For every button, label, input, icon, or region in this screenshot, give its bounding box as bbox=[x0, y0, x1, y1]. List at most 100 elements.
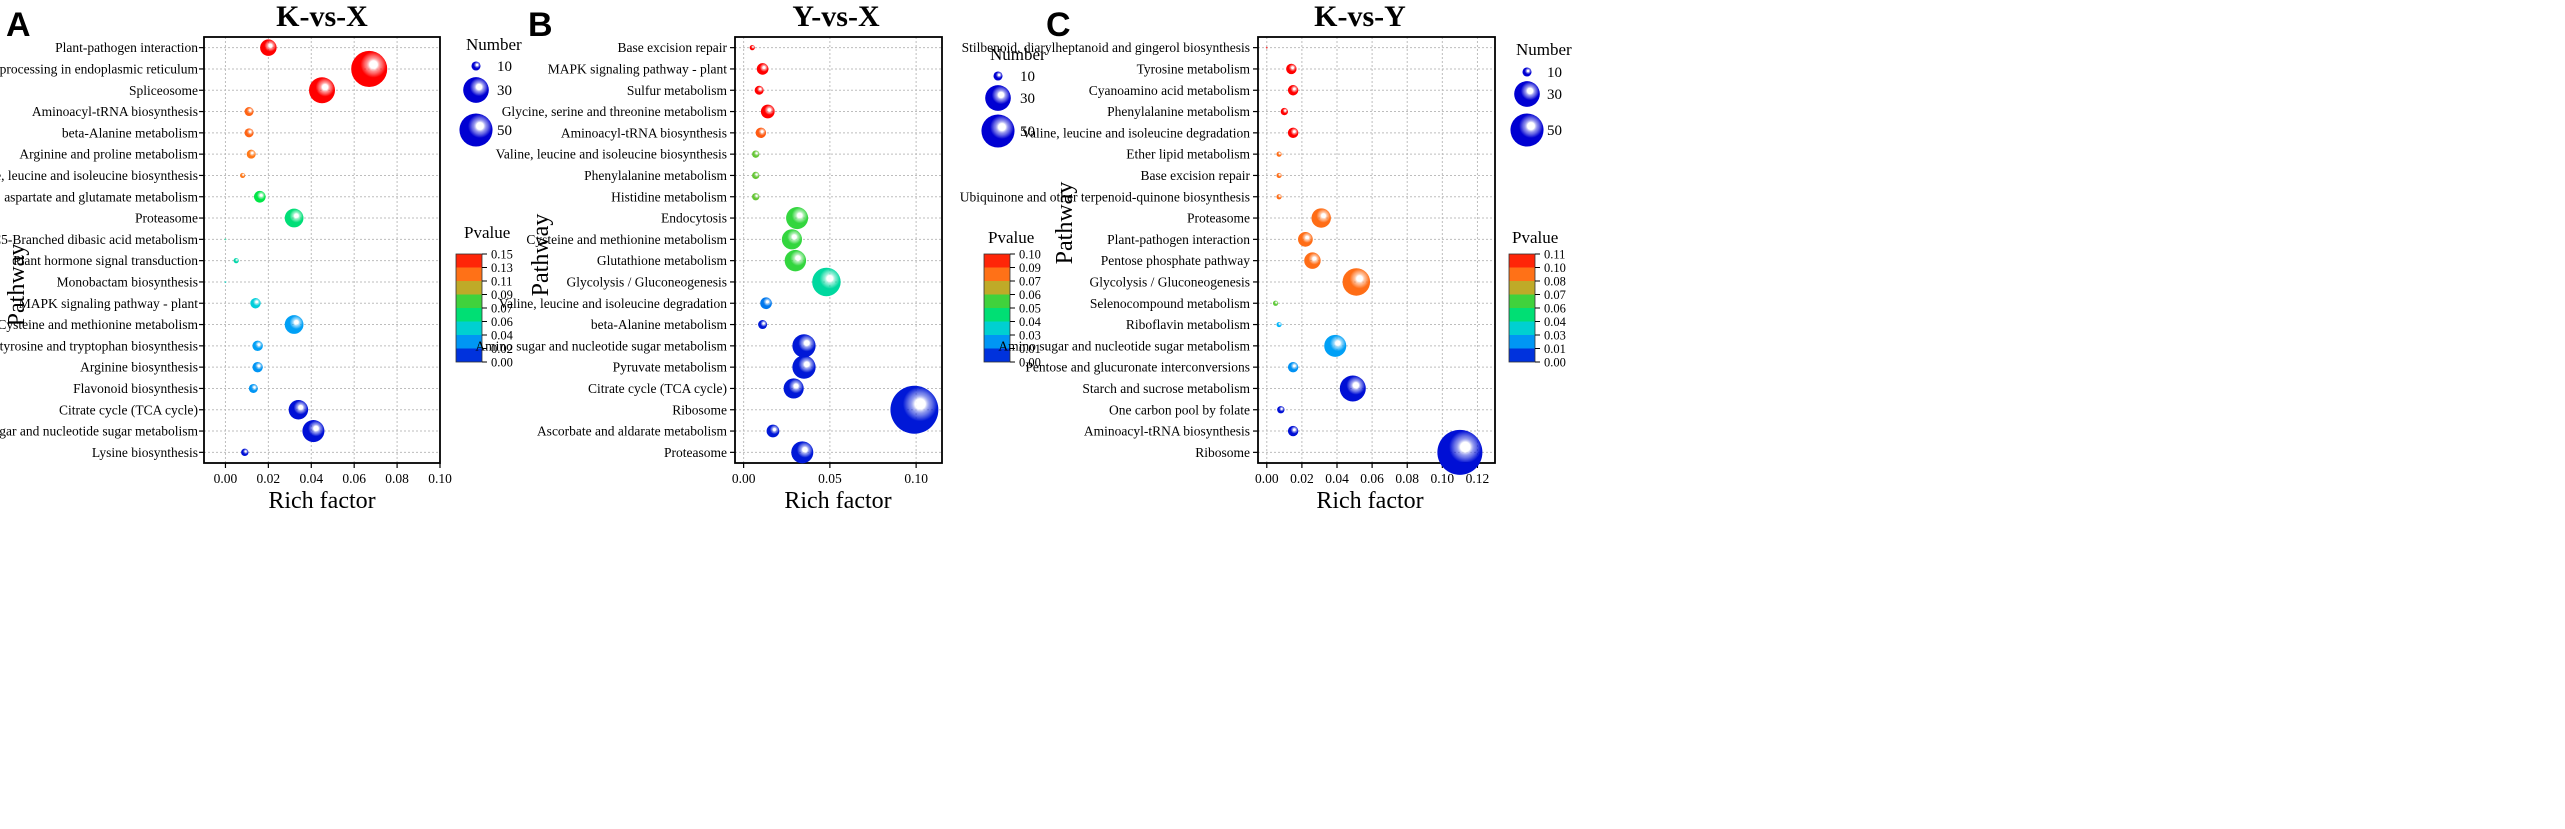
data-bubble bbox=[1287, 127, 1299, 139]
panel-label: B bbox=[528, 6, 553, 44]
colorbar-tick-label: 0.06 bbox=[1019, 288, 1041, 302]
pathway-label: Valine, leucine and isoleucine degradati… bbox=[499, 296, 728, 311]
x-tick-label: 0.12 bbox=[1466, 471, 1490, 486]
pathway-label: Aminoacyl-tRNA biosynthesis bbox=[561, 125, 727, 140]
data-bubble bbox=[784, 249, 807, 272]
colorbar-segment bbox=[1509, 281, 1535, 295]
data-bubble bbox=[260, 39, 277, 56]
pathway-label: Cysteine and methionine metabolism bbox=[526, 232, 727, 247]
y-axis-label: Pathway bbox=[528, 214, 554, 297]
y-axis-label: Pathway bbox=[1052, 182, 1078, 265]
colorbar-segment bbox=[984, 267, 1010, 281]
colorbar-tick-label: 0.00 bbox=[1019, 356, 1041, 370]
panel-label: C bbox=[1046, 6, 1071, 44]
data-bubble bbox=[250, 298, 261, 309]
pathway-label: Amino sugar and nucleotide sugar metabol… bbox=[998, 338, 1250, 353]
data-bubble bbox=[760, 104, 775, 119]
colorbar-tick-label: 0.04 bbox=[491, 329, 514, 343]
x-tick-label: 0.05 bbox=[818, 471, 842, 486]
pathway-label: Glutathione metabolism bbox=[597, 253, 728, 268]
colorbar-tick-label: 0.11 bbox=[491, 275, 512, 289]
x-tick-label: 0.10 bbox=[428, 471, 452, 486]
colorbar-tick-label: 0.07 bbox=[1019, 275, 1041, 289]
plot-frame bbox=[203, 36, 441, 464]
data-bubble bbox=[284, 208, 304, 228]
data-bubble bbox=[252, 340, 263, 352]
pathway-label: Selenocompound metabolism bbox=[1090, 296, 1251, 311]
pathway-label: Ascorbate and aldarate metabolism bbox=[537, 424, 728, 439]
colorbar-tick-label: 0.07 bbox=[491, 302, 513, 316]
colorbar-segment bbox=[456, 335, 482, 349]
pathway-label: Phenylalanine metabolism bbox=[584, 168, 727, 183]
pathway-label: Monobactam biosynthesis bbox=[57, 274, 198, 289]
size-legend-title: Number bbox=[1516, 40, 1572, 59]
colorbar-segment bbox=[984, 254, 1010, 268]
data-bubble bbox=[1287, 85, 1299, 96]
plot-area: 0.00 0.02 0.04 0.06 0.08 0.10 0.12Stilbenoid, … bbox=[960, 36, 1567, 486]
data-bubble bbox=[244, 128, 254, 138]
pathway-label: Starch and sucrose metabolism bbox=[1082, 381, 1250, 396]
colorbar-tick-label: 0.07 bbox=[1544, 288, 1566, 302]
size-legend-bubble bbox=[1514, 81, 1540, 107]
pathway-label: Amino sugar and nucleotide sugar metabol… bbox=[0, 424, 198, 439]
colorbar-segment bbox=[984, 321, 1010, 335]
pathway-label: Protein processing in endoplasmic reticu… bbox=[0, 61, 198, 76]
size-legend-bubble bbox=[459, 113, 493, 147]
size-legend-bubble bbox=[981, 114, 1015, 148]
data-bubble bbox=[792, 355, 816, 379]
data-bubble bbox=[252, 361, 263, 373]
colorbar-tick-label: 0.01 bbox=[1544, 342, 1566, 356]
data-bubble bbox=[1311, 208, 1331, 228]
colorbar-tick-label: 0.11 bbox=[1544, 248, 1565, 262]
pathway-label: Citrate cycle (TCA cycle) bbox=[588, 381, 727, 396]
size-legend-title: Number bbox=[990, 45, 1046, 64]
x-tick-label: 0.00 bbox=[1255, 471, 1279, 486]
x-axis-label: Rich factor bbox=[1316, 488, 1423, 514]
colorbar-segment bbox=[456, 294, 482, 308]
x-tick-label: 0.02 bbox=[1290, 471, 1314, 486]
data-bubble bbox=[1280, 107, 1289, 116]
colorbar-segment bbox=[1509, 294, 1535, 308]
data-bubble bbox=[224, 281, 227, 283]
colorbar-tick-label: 0.03 bbox=[1019, 329, 1041, 343]
data-bubble bbox=[1324, 334, 1347, 357]
data-bubble bbox=[1272, 300, 1279, 306]
size-legend-title: Number bbox=[466, 35, 522, 54]
colorbar-tick-label: 0.00 bbox=[491, 356, 513, 370]
color-legend-title: Pvalue bbox=[464, 223, 510, 242]
size-legend-label: 50 bbox=[497, 123, 512, 139]
size-legend-label: 10 bbox=[497, 59, 512, 75]
plot-frame bbox=[1257, 36, 1496, 464]
plot-area: 0.00 0.05 0.10 Base excision repair MAPK sig… bbox=[475, 36, 1042, 486]
data-bubble bbox=[783, 378, 804, 399]
data-bubble bbox=[248, 383, 258, 393]
pathway-label: Spliceosome bbox=[129, 83, 198, 98]
colorbar-segment bbox=[984, 294, 1010, 308]
data-bubble bbox=[1276, 172, 1282, 179]
data-bubble bbox=[224, 238, 227, 241]
x-tick-label: 0.04 bbox=[1325, 471, 1349, 486]
pathway-label: Amino sugar and nucleotide sugar metabol… bbox=[475, 338, 727, 353]
colorbar-tick-label: 0.06 bbox=[1544, 302, 1566, 316]
colorbar-segment bbox=[984, 281, 1010, 295]
data-bubble bbox=[1277, 406, 1285, 414]
panel-a: A K-vs-X Rich factor Pathway Number 10 3… bbox=[0, 0, 522, 514]
pathway-label: Cysteine and methionine metabolism bbox=[0, 317, 198, 332]
pathway-label: Proteasome bbox=[1187, 211, 1250, 226]
pathway-label: Pentose and glucuronate interconversions bbox=[1025, 360, 1250, 375]
colorbar-tick-label: 0.10 bbox=[1544, 261, 1566, 275]
colorbar-segment bbox=[1509, 267, 1535, 281]
data-bubble bbox=[1265, 46, 1268, 49]
x-tick-label: 0.10 bbox=[1431, 471, 1455, 486]
pathway-label: Glycolysis / Gluconeogenesis bbox=[567, 274, 727, 289]
pathway-label: Ether lipid metabolism bbox=[1126, 147, 1250, 162]
data-bubble bbox=[244, 107, 254, 117]
data-bubble bbox=[760, 297, 772, 310]
pathway-label: Cyanoamino acid metabolism bbox=[1089, 83, 1251, 98]
pathway-label: Pyruvate metabolism bbox=[613, 360, 728, 375]
data-bubble bbox=[792, 334, 816, 358]
colorbar-tick-label: 0.05 bbox=[1019, 302, 1041, 316]
colorbar-tick-label: 0.00 bbox=[1544, 356, 1566, 370]
pathway-label: Base excision repair bbox=[1141, 168, 1251, 183]
